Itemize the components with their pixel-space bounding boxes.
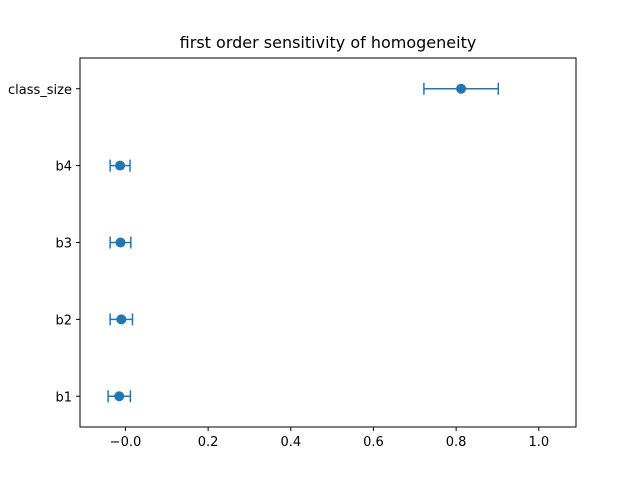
errorbar-point-b4 [109,159,131,172]
data-point [456,83,467,94]
x-tick-label: 1.0 [528,435,549,450]
data-point [115,237,126,248]
y-axis: b1 b2 b3 b4 class_size [8,83,80,405]
y-tick-label: b3 [55,237,72,252]
x-tick-label: −0.0 [110,435,142,450]
errorbar-point-class_size [423,82,500,95]
axes-frame [79,57,577,428]
errorbar-point-b1 [107,390,132,403]
x-tick-label: 0.4 [280,435,301,450]
chart-title: first order sensitivity of homogeneity [180,33,477,52]
x-tick-label: 0.8 [446,435,467,450]
x-tick-label: 0.6 [363,435,384,450]
plot-area [107,82,500,403]
y-tick-label: b2 [55,313,72,328]
x-tick-label: 0.2 [198,435,219,450]
x-axis: −0.0 0.2 0.4 0.6 0.8 1.0 [110,427,549,450]
y-tick-label: b4 [55,160,72,175]
data-point [115,160,126,171]
data-point [114,391,125,402]
y-tick-label: class_size [8,83,72,98]
errorbar-point-b3 [109,236,132,249]
errorbar-point-b2 [109,313,134,326]
data-point [116,314,127,325]
y-tick-label: b1 [55,390,72,405]
